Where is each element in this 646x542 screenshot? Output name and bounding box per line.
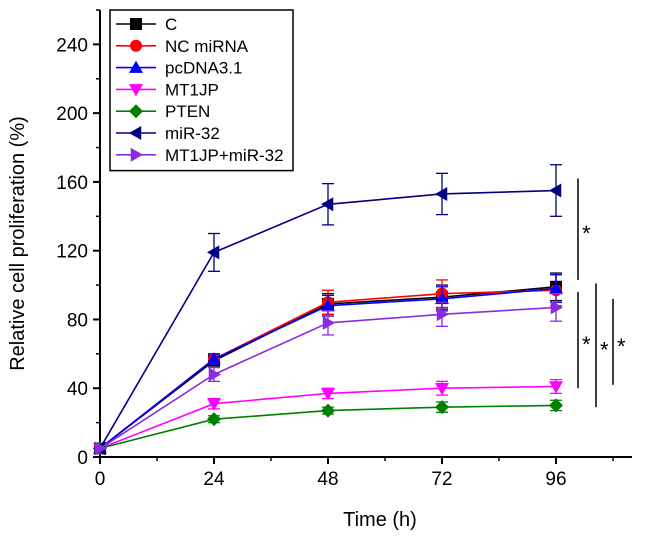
legend-label: NC miRNA xyxy=(165,37,249,56)
data-point xyxy=(549,381,563,394)
plot-area xyxy=(93,164,563,456)
series-mir-32 xyxy=(93,164,562,456)
data-point xyxy=(322,315,335,330)
legend-label: pcDNA3.1 xyxy=(165,59,242,78)
data-point xyxy=(435,186,448,201)
legend-marker xyxy=(129,126,142,140)
significance-star: * xyxy=(600,337,609,362)
significance-star: * xyxy=(582,332,591,357)
data-point xyxy=(321,298,335,311)
series-pcdna3-1 xyxy=(93,274,563,454)
legend-item: PTEN xyxy=(116,102,210,121)
data-point xyxy=(436,307,449,322)
legend-item: miR-32 xyxy=(116,124,220,143)
data-point xyxy=(208,367,221,382)
y-tick-label: 0 xyxy=(77,448,88,469)
y-tick-label: 120 xyxy=(56,242,88,263)
legend-marker xyxy=(129,60,143,73)
legend: C NC miRNA pcDNA3.1 MT1JP PTEN miR-32 MT1JP+mi… xyxy=(109,9,294,172)
y-tick-label: 240 xyxy=(56,35,88,56)
data-point xyxy=(435,291,449,305)
y-tick-label: 200 xyxy=(56,104,88,125)
x-tick-label: 0 xyxy=(95,469,106,490)
data-point xyxy=(550,300,563,315)
axes: 0 40 80 120 160 200 240 0 24 48 72 96 xyxy=(56,9,632,490)
data-point xyxy=(207,245,220,260)
x-tick-label: 48 xyxy=(317,469,338,490)
legend-label: miR-32 xyxy=(165,124,220,143)
x-tick-label: 96 xyxy=(545,469,566,490)
data-point xyxy=(207,398,221,411)
series-mt1jp-mir-32 xyxy=(94,293,563,456)
data-point xyxy=(321,388,335,401)
significance-star: * xyxy=(617,334,626,359)
legend-box xyxy=(109,9,294,172)
data-point xyxy=(207,412,221,427)
legend-label: MT1JP xyxy=(165,80,219,99)
data-point xyxy=(94,441,107,456)
legend-item: MT1JP xyxy=(116,80,219,99)
y-tick-label: 160 xyxy=(56,173,88,194)
legend-marker xyxy=(129,84,143,97)
data-point xyxy=(321,197,334,212)
data-point xyxy=(321,403,335,418)
legend-item: NC miRNA xyxy=(116,37,249,56)
data-point xyxy=(435,382,449,396)
legend-marker xyxy=(130,39,142,52)
significance-annotations: * * * * xyxy=(577,178,626,408)
y-tick-label: 80 xyxy=(67,310,88,331)
legend-item: MT1JP+miR-32 xyxy=(116,146,284,165)
data-point xyxy=(207,352,221,365)
data-point xyxy=(549,183,562,198)
x-tick-label: 24 xyxy=(203,469,225,490)
data-point xyxy=(549,281,563,294)
legend-marker xyxy=(130,147,143,162)
legend-label: PTEN xyxy=(165,102,210,121)
series-pten xyxy=(93,398,563,456)
y-tick-label: 40 xyxy=(67,379,88,400)
x-axis-title: Time (h) xyxy=(343,509,417,531)
significance-star: * xyxy=(582,221,591,246)
x-tick-label: 72 xyxy=(431,469,452,490)
legend-item: pcDNA3.1 xyxy=(116,59,242,78)
legend-label: C xyxy=(165,15,177,34)
legend-label: MT1JP+miR-32 xyxy=(165,146,284,165)
y-axis-title: Relative cell proliferation (%) xyxy=(7,116,29,371)
legend-marker xyxy=(129,104,143,119)
data-point xyxy=(549,398,563,413)
legend-marker xyxy=(130,18,142,30)
data-point xyxy=(435,400,449,415)
legend-item: C xyxy=(116,15,177,34)
